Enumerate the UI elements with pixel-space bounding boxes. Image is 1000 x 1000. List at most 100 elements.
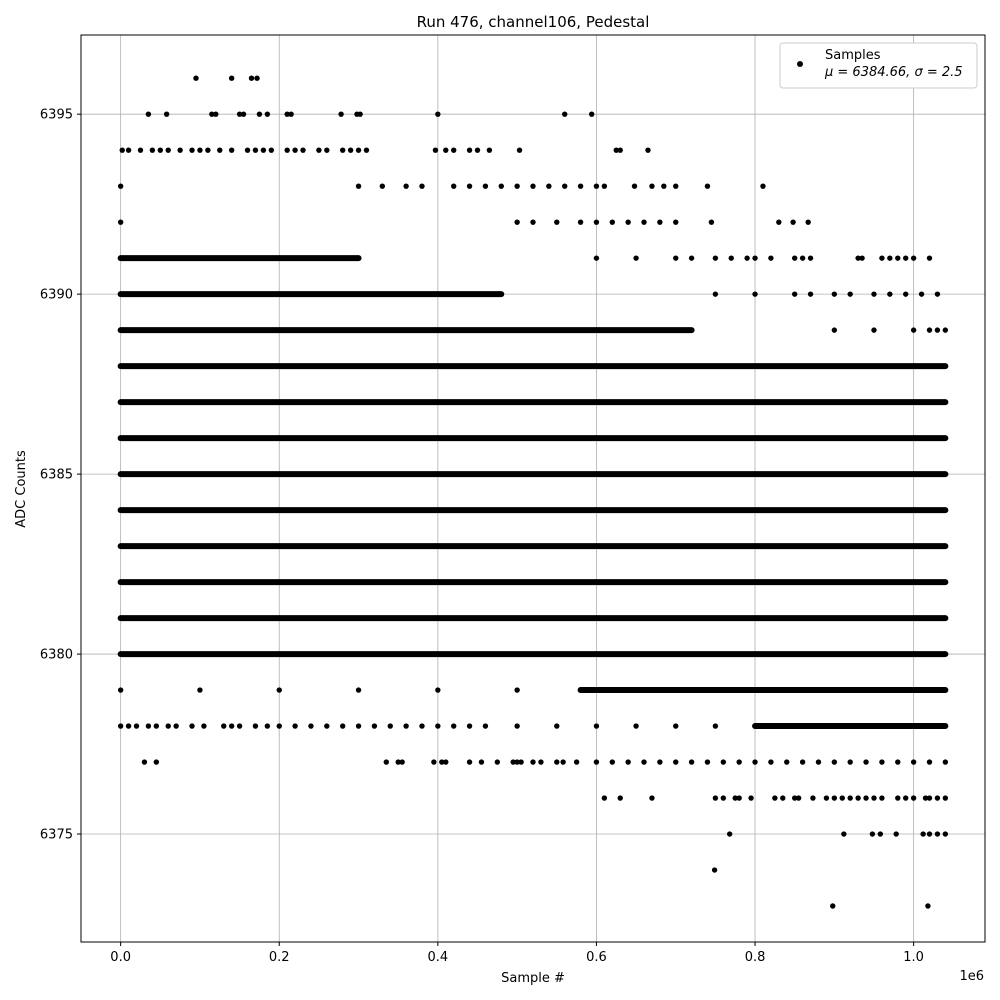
sample-point bbox=[560, 759, 566, 765]
sample-point bbox=[704, 183, 711, 189]
sample-point bbox=[831, 327, 838, 333]
sample-point bbox=[625, 759, 631, 765]
sample-point bbox=[791, 255, 798, 261]
sample-point bbox=[466, 147, 473, 153]
sample-point bbox=[338, 111, 344, 117]
sample-point bbox=[942, 327, 949, 333]
y-axis-label: ADC Counts bbox=[14, 450, 29, 528]
sample-point bbox=[137, 147, 144, 153]
sample-point bbox=[688, 759, 695, 765]
sample-point bbox=[736, 759, 742, 765]
sample-point bbox=[831, 759, 838, 765]
x-axis-label: Sample # bbox=[501, 971, 565, 986]
sample-point bbox=[910, 759, 917, 765]
sample-point bbox=[268, 147, 275, 153]
sample-point bbox=[609, 219, 615, 225]
sample-point bbox=[641, 219, 647, 225]
sample-point bbox=[744, 255, 750, 261]
sample-point bbox=[823, 795, 830, 801]
sample-point bbox=[284, 147, 290, 153]
sample-point bbox=[601, 183, 608, 189]
chart-title: Run 476, channel106, Pedestal bbox=[417, 13, 650, 31]
sample-point bbox=[514, 723, 520, 729]
sample-point bbox=[276, 723, 282, 729]
sample-point bbox=[920, 831, 926, 837]
legend-series-name: Samples bbox=[825, 48, 881, 63]
sample-point bbox=[371, 723, 378, 729]
sample-point bbox=[562, 183, 568, 189]
sample-points bbox=[117, 75, 949, 909]
x-tick-label: 1.0 bbox=[903, 950, 924, 965]
sample-point bbox=[752, 291, 758, 297]
sample-point bbox=[895, 759, 901, 765]
sample-point bbox=[712, 255, 719, 261]
sample-point bbox=[514, 183, 520, 189]
sample-point bbox=[641, 759, 647, 765]
sample-point bbox=[494, 759, 501, 765]
sample-point bbox=[145, 111, 152, 117]
sample-point bbox=[661, 183, 667, 189]
sample-point bbox=[145, 723, 152, 729]
sample-point bbox=[593, 219, 600, 225]
sample-point bbox=[593, 255, 600, 261]
sample-point bbox=[791, 795, 798, 801]
sample-point bbox=[910, 327, 917, 333]
sample-point bbox=[712, 291, 719, 297]
sample-point bbox=[530, 759, 536, 765]
sample-point bbox=[795, 795, 802, 801]
sample-point bbox=[117, 723, 124, 729]
sample-point bbox=[918, 291, 925, 297]
legend: Samples μ = 6384.66, σ = 2.5 bbox=[779, 42, 978, 89]
sample-point bbox=[435, 723, 441, 729]
sample-point bbox=[264, 723, 271, 729]
sample-point bbox=[217, 147, 223, 153]
y-tick-label: 6390 bbox=[40, 288, 73, 303]
sample-point bbox=[284, 111, 290, 117]
sample-point bbox=[518, 759, 524, 765]
sample-point bbox=[593, 183, 600, 189]
sample-point bbox=[466, 759, 473, 765]
sample-point bbox=[478, 759, 485, 765]
sample-point bbox=[673, 183, 679, 189]
sample-point bbox=[720, 759, 727, 765]
sample-point bbox=[236, 111, 243, 117]
sample-point bbox=[510, 759, 516, 765]
sample-point bbox=[752, 255, 758, 261]
sample-point bbox=[926, 759, 933, 765]
sample-point bbox=[119, 147, 125, 153]
sample-point bbox=[847, 759, 853, 765]
sample-point bbox=[926, 255, 933, 261]
sample-point bbox=[871, 291, 877, 297]
sample-point bbox=[926, 831, 933, 837]
sample-point bbox=[926, 795, 933, 801]
sample-point bbox=[379, 183, 386, 189]
sample-point bbox=[593, 723, 600, 729]
sample-point bbox=[601, 795, 608, 801]
sample-point bbox=[893, 831, 899, 837]
sample-point bbox=[546, 183, 552, 189]
sample-point bbox=[197, 687, 203, 693]
sample-point bbox=[799, 759, 806, 765]
sample-point bbox=[776, 219, 782, 225]
sample-point bbox=[554, 219, 560, 225]
sample-point bbox=[554, 759, 560, 765]
legend-box bbox=[779, 42, 978, 89]
sample-point bbox=[887, 255, 893, 261]
sample-point bbox=[934, 795, 941, 801]
sample-point bbox=[419, 723, 425, 729]
sample-point bbox=[276, 687, 282, 693]
sample-point bbox=[530, 219, 536, 225]
sample-point bbox=[768, 255, 774, 261]
sample-point bbox=[613, 147, 619, 153]
sample-point bbox=[877, 831, 884, 837]
sample-point bbox=[863, 759, 869, 765]
sample-point bbox=[516, 147, 523, 153]
sample-point bbox=[805, 219, 811, 225]
sample-point bbox=[847, 291, 853, 297]
sample-point bbox=[324, 723, 330, 729]
sample-point bbox=[810, 795, 816, 801]
x-axis-offset-label: 1e6 bbox=[959, 969, 984, 984]
sample-point bbox=[451, 183, 457, 189]
sample-point bbox=[240, 111, 247, 117]
sample-point bbox=[879, 759, 885, 765]
